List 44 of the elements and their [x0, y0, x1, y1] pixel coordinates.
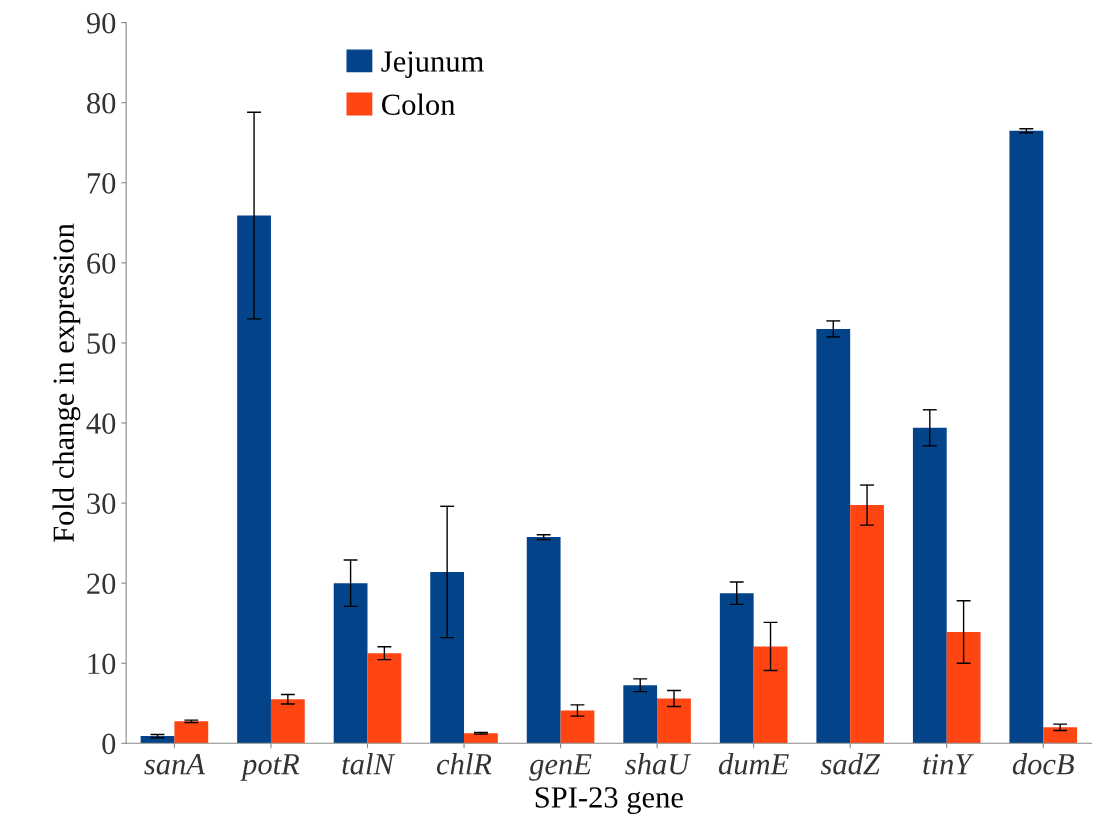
- x-axis-title: SPI-23 gene: [535, 787, 683, 814]
- x-tick-label: genE: [529, 754, 592, 781]
- y-tick-label: 30: [87, 493, 116, 514]
- x-tick-label: sanA: [144, 754, 206, 775]
- bar: [1043, 727, 1078, 744]
- y-tick-label: 70: [87, 173, 116, 194]
- bar: [623, 685, 658, 744]
- legend-label: Jejunum: [381, 51, 484, 79]
- bar: [430, 571, 465, 744]
- bar: [816, 328, 851, 744]
- bar: [526, 537, 561, 744]
- bar: [719, 593, 754, 744]
- x-tick-label: potR: [240, 754, 300, 781]
- y-axis-title: Fold change in expression: [52, 223, 81, 543]
- bar: [174, 721, 209, 744]
- bar: [140, 736, 175, 744]
- bar: [912, 427, 947, 744]
- x-tick-label: talN: [342, 753, 396, 775]
- y-tick-label: 10: [88, 653, 116, 675]
- bar: [333, 583, 368, 744]
- y-tick-label: 80: [87, 92, 116, 114]
- x-tick-label: docB: [1012, 753, 1074, 775]
- bar: [270, 699, 305, 744]
- y-tick-label: 0: [102, 733, 116, 755]
- bar: [1009, 130, 1044, 744]
- bar: [237, 215, 271, 744]
- x-tick-label: chlR: [436, 753, 492, 775]
- bar: [560, 710, 595, 744]
- bar: [753, 646, 788, 744]
- legend-label: Colon: [382, 93, 456, 115]
- y-tick-label: 20: [87, 573, 116, 595]
- x-tick-label: shaU: [625, 753, 692, 775]
- y-tick-label: 60: [87, 253, 116, 274]
- bar: [367, 653, 402, 744]
- y-tick-label: 90: [86, 12, 116, 34]
- x-tick-label: dumE: [718, 753, 789, 775]
- y-tick-label: 40: [86, 413, 116, 434]
- bar: [657, 698, 691, 744]
- x-tick-label: tinY: [923, 754, 975, 775]
- bar: [464, 733, 498, 744]
- x-tick-label: sadZ: [820, 753, 881, 775]
- y-tick-label: 50: [87, 333, 116, 354]
- bar: [946, 632, 981, 744]
- bar: [850, 505, 884, 744]
